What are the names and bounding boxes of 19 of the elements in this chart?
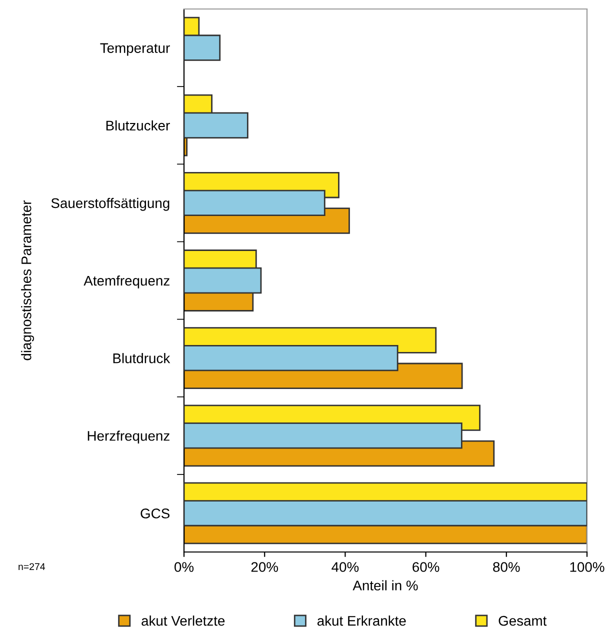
y-tick-label: GCS (140, 508, 170, 518)
x-tick-label: 60% (412, 562, 440, 572)
y-tick-label: Atemfrequenz (84, 275, 170, 288)
y-axis-title: diagnostisches Parameter (21, 200, 34, 360)
x-tick-label: 100% (570, 562, 604, 572)
x-tick-label: 0% (174, 562, 194, 572)
y-tick-label: Temperatur (100, 43, 170, 56)
y-tick-label: Sauerstoffsättigung (51, 198, 170, 211)
y-tick-label: Herzfrequenz (88, 430, 170, 444)
legend-label: akut Erkrankte (317, 616, 406, 626)
y-tick-label: Blutdruck (113, 353, 170, 364)
text: n=274 (18, 563, 46, 570)
legend-label: Gesamt (498, 616, 547, 626)
y-tick-label: Blutzucker (106, 120, 170, 131)
x-tick-label: 80% (493, 562, 520, 572)
x-tick-label: 20% (251, 562, 278, 572)
x-axis-title: Anteil in % (352, 580, 418, 590)
legend-label: akut Verletzte (142, 616, 225, 626)
x-tick-label: 40% (332, 562, 359, 572)
